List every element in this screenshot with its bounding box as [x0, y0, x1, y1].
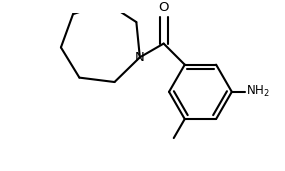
- Text: NH$_2$: NH$_2$: [246, 84, 270, 99]
- Text: O: O: [158, 1, 169, 14]
- Text: N: N: [135, 51, 145, 64]
